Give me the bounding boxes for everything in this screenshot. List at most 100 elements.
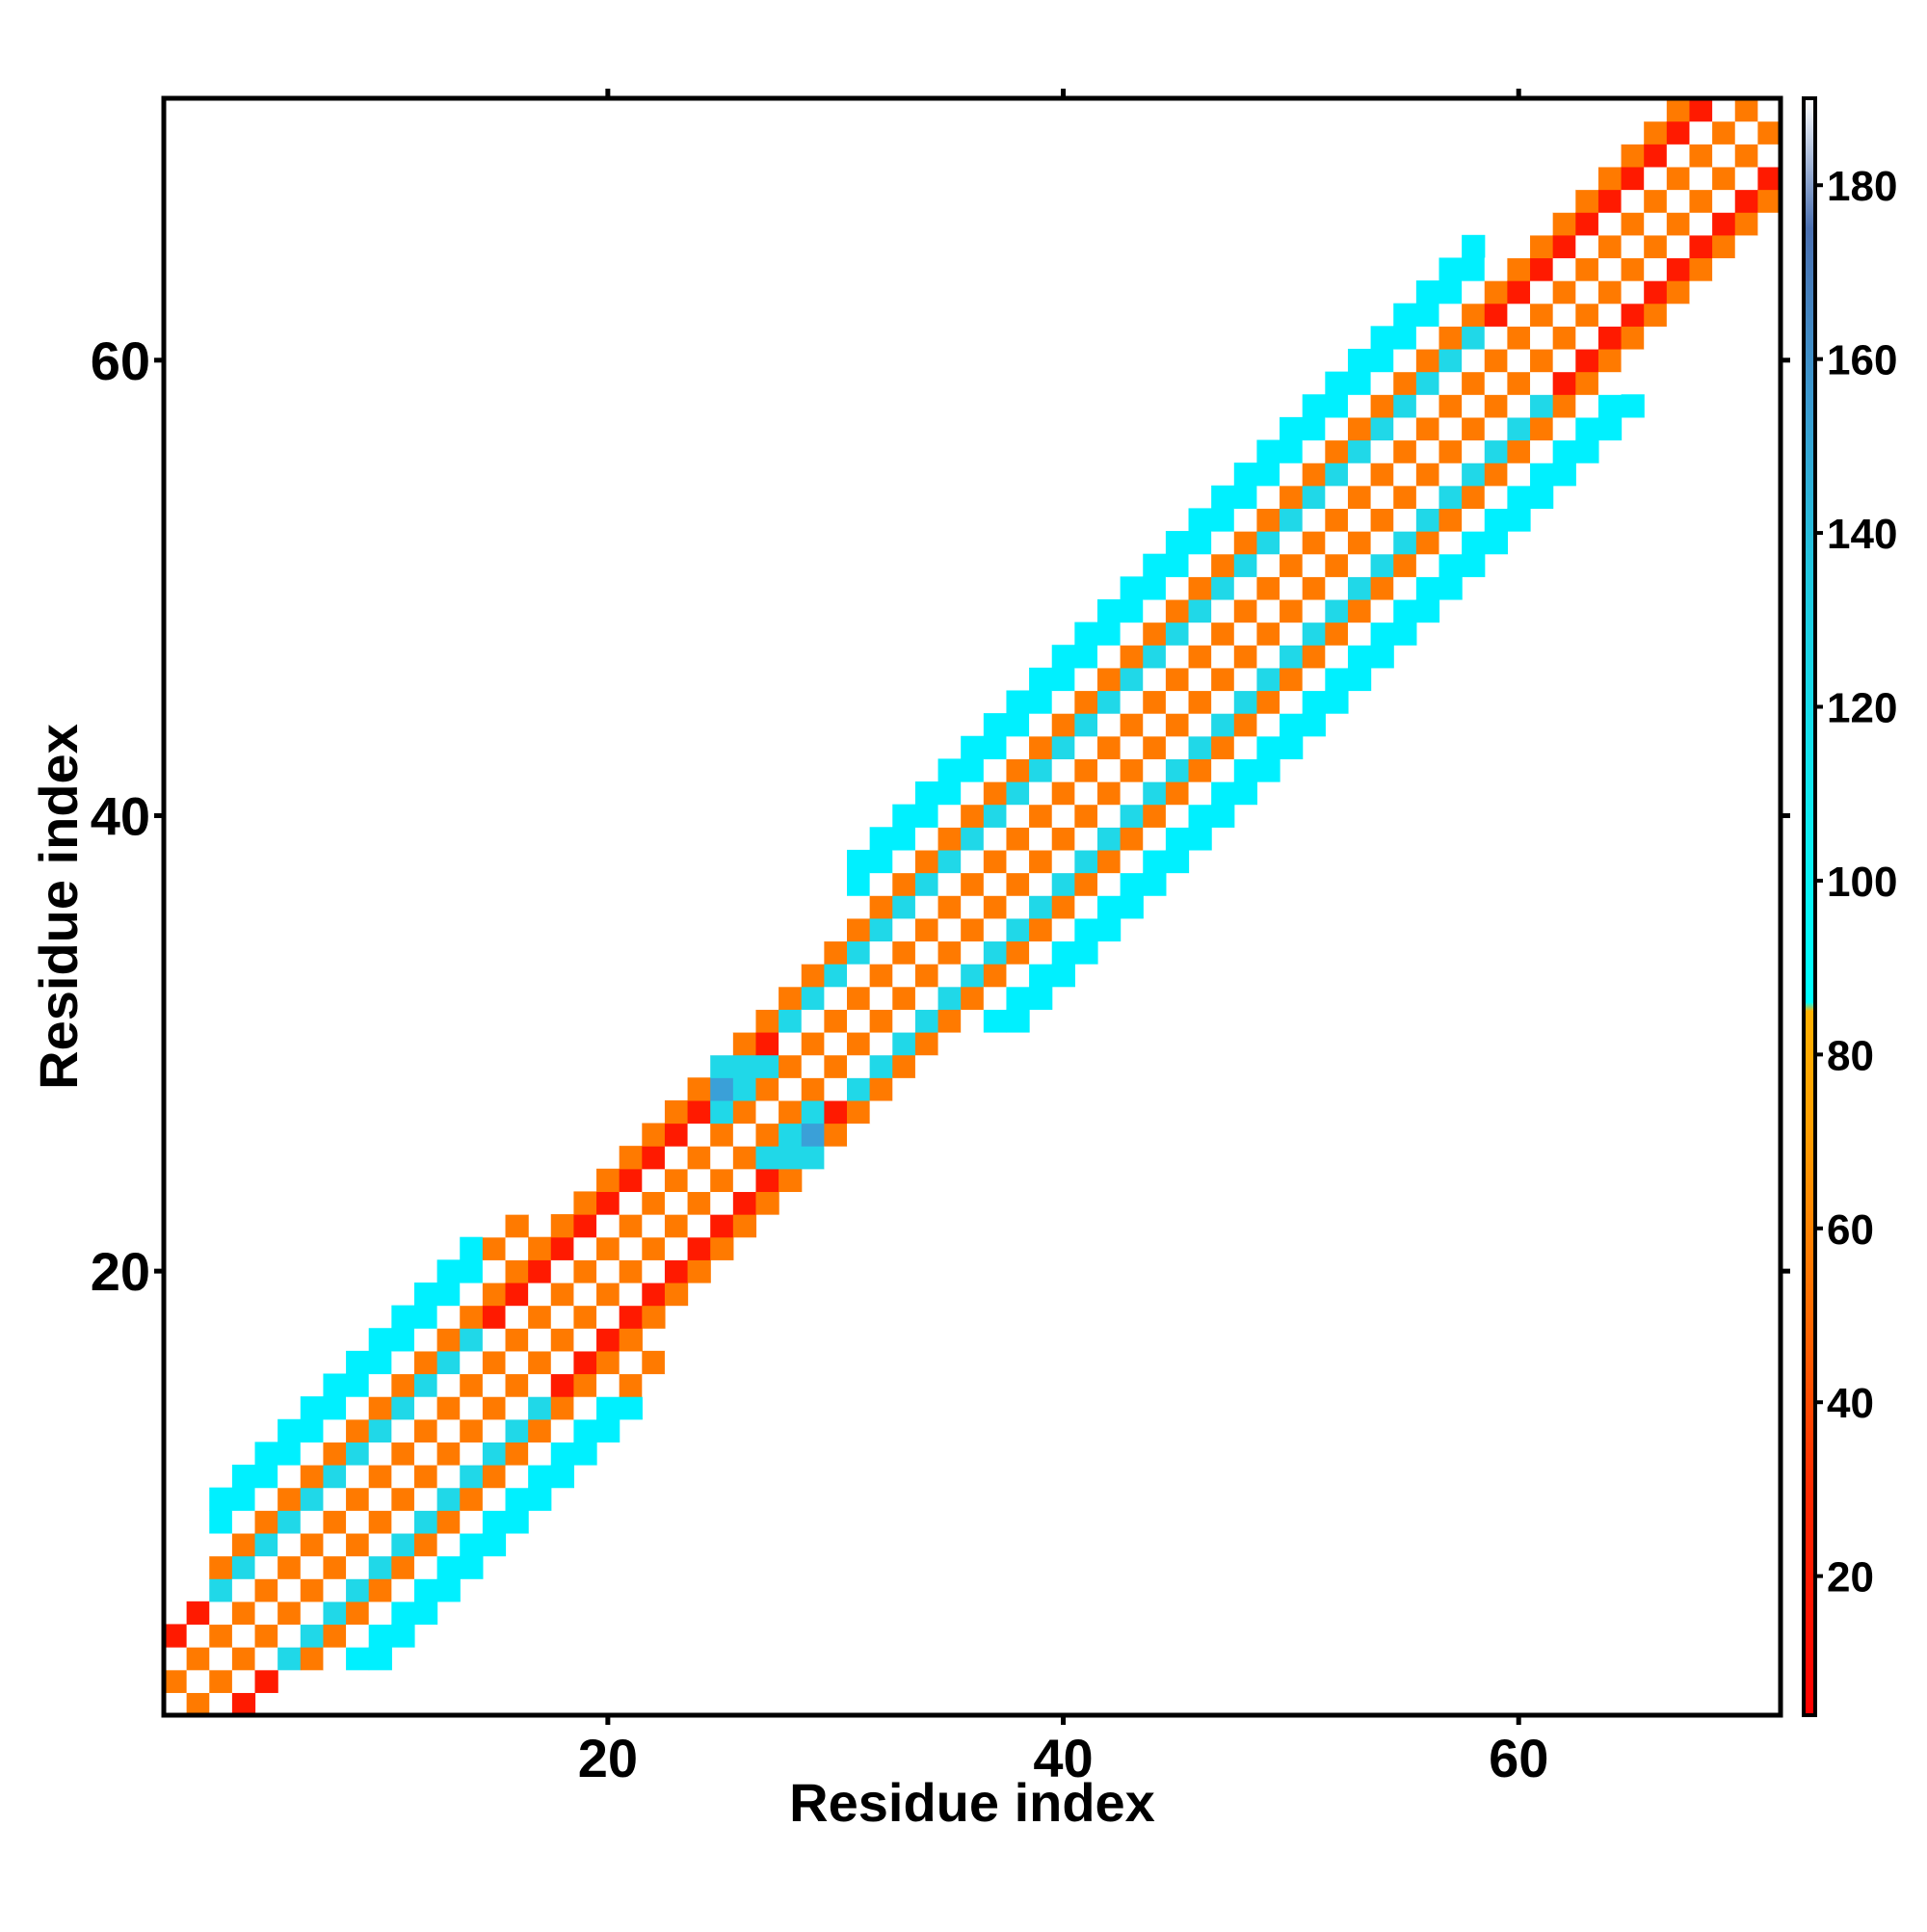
- heatmap-cell: [983, 964, 1008, 988]
- heatmap-cell: [1575, 394, 1599, 418]
- heatmap-cell: [983, 872, 1008, 896]
- heatmap-cell: [619, 1191, 643, 1215]
- heatmap-cell: [847, 1123, 871, 1147]
- heatmap-cell: [164, 1692, 188, 1716]
- heatmap-cell: [323, 1601, 347, 1626]
- heatmap-cell: [642, 1191, 666, 1215]
- heatmap-cell: [869, 917, 893, 942]
- heatmap-cell: [1211, 713, 1235, 737]
- heatmap-cell: [1325, 576, 1349, 600]
- heatmap-cell: [277, 1442, 302, 1466]
- heatmap-cell: [847, 1009, 871, 1033]
- heatmap-cell: [1370, 645, 1394, 669]
- heatmap-cell: [1666, 212, 1691, 236]
- heatmap-cell: [1211, 781, 1235, 806]
- heatmap-cell: [1530, 212, 1554, 236]
- heatmap-cell: [1552, 416, 1576, 441]
- heatmap-cell: [1552, 212, 1576, 236]
- heatmap-cell: [277, 1532, 302, 1557]
- heatmap-cell: [436, 1510, 461, 1534]
- heatmap-cell: [1370, 598, 1394, 623]
- heatmap-cell: [1074, 645, 1098, 669]
- heatmap-cell: [1757, 166, 1782, 191]
- heatmap-cell: [642, 1123, 666, 1147]
- heatmap-cell: [1552, 348, 1576, 373]
- colorbar: 20 40 60 80 100 120 140 160 180: [1802, 96, 1897, 1717]
- heatmap-cell: [596, 1214, 620, 1238]
- heatmap-cell: [983, 713, 1008, 737]
- heatmap-cell: [824, 1099, 848, 1125]
- heatmap-cell: [1393, 303, 1417, 327]
- heatmap-cell: [1393, 326, 1417, 350]
- heatmap-cell: [164, 1669, 188, 1693]
- heatmap-cell: [1462, 257, 1486, 281]
- heatmap-cell: [1006, 758, 1030, 782]
- heatmap-cell: [1347, 622, 1372, 646]
- heatmap-cell: [1462, 394, 1486, 418]
- heatmap-cell: [961, 1009, 985, 1033]
- heatmap-cell: [1006, 986, 1030, 1010]
- heatmap-cell: [550, 1259, 574, 1284]
- heatmap-cell: [1325, 394, 1349, 418]
- heatmap-cell: [1462, 439, 1486, 463]
- heatmap-cell: [1597, 416, 1623, 441]
- heatmap-cell: [300, 1624, 325, 1648]
- heatmap-cell: [1165, 667, 1190, 692]
- heatmap-cell: [1712, 144, 1736, 168]
- heatmap-cell: [1074, 827, 1098, 851]
- heatmap-cell: [847, 964, 871, 988]
- heatmap-cell: [550, 1305, 574, 1329]
- heatmap-cell: [1325, 598, 1349, 623]
- x-tick-label: 20: [578, 1728, 638, 1788]
- heatmap-cell: [1325, 371, 1349, 395]
- heatmap-cell: [231, 1532, 256, 1557]
- heatmap-cell: [1462, 371, 1486, 395]
- x-tick-label: 60: [1489, 1728, 1548, 1788]
- heatmap-cell: [1165, 735, 1190, 759]
- heatmap-cell: [368, 1555, 392, 1579]
- heatmap-cell: [937, 917, 962, 942]
- heatmap-cell: [1462, 326, 1486, 350]
- heatmap-cell: [1507, 257, 1531, 281]
- heatmap-cell: [642, 1350, 666, 1375]
- heatmap-cell: [779, 1099, 803, 1125]
- heatmap-cell: [1120, 690, 1144, 714]
- heatmap-cell: [573, 1282, 597, 1307]
- heatmap-cell: [300, 1510, 325, 1534]
- heatmap-cell: [391, 1418, 415, 1442]
- heatmap-cell: [1439, 348, 1463, 373]
- heatmap-cell: [1507, 371, 1531, 395]
- heatmap-cell: [1120, 622, 1144, 646]
- heatmap-cell: [1233, 667, 1258, 692]
- heatmap-cell: [1734, 212, 1758, 236]
- heatmap-cell: [1484, 326, 1508, 350]
- heatmap-cell: [1370, 553, 1394, 577]
- heatmap-cell: [1689, 120, 1713, 145]
- heatmap-cell: [1280, 598, 1304, 623]
- heatmap-cell: [209, 1555, 233, 1579]
- heatmap-cell: [732, 1123, 757, 1147]
- heatmap-cell: [1552, 189, 1576, 213]
- heatmap-cell: [1415, 485, 1440, 509]
- heatmap-cell: [1325, 690, 1349, 714]
- heatmap-cell: [1415, 439, 1440, 463]
- heatmap-cell: [505, 1191, 529, 1215]
- heatmap-cell: [755, 986, 779, 1010]
- heatmap-cell: [1575, 416, 1599, 441]
- heatmap-cell: [231, 1669, 256, 1693]
- heatmap-cell: [801, 940, 825, 965]
- heatmap-cell: [368, 1624, 392, 1648]
- heatmap-cell: [1439, 553, 1463, 577]
- heatmap-cell: [1256, 713, 1280, 737]
- heatmap-cell: [573, 1328, 597, 1352]
- heatmap-cell: [1347, 598, 1372, 623]
- heatmap-cell: [1006, 827, 1030, 851]
- heatmap-cell: [1211, 667, 1235, 692]
- heatmap-cell: [983, 781, 1008, 806]
- heatmap-cell: [869, 1031, 893, 1056]
- heatmap-cell: [1439, 280, 1463, 304]
- axes: 20 40 60 20 40 60: [91, 89, 1790, 1788]
- heatmap-cell: [961, 758, 985, 782]
- heatmap-cell: [914, 895, 939, 919]
- heatmap-cell: [779, 986, 803, 1010]
